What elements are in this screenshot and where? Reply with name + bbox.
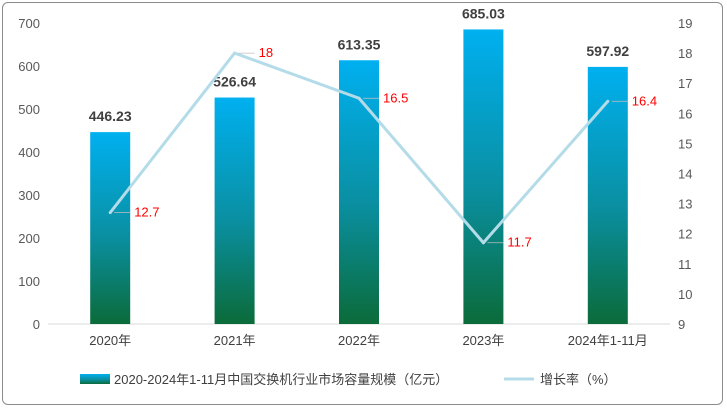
right-y-tick-label: 14 (678, 167, 692, 182)
bar (90, 132, 131, 324)
growth-line-series: 12.7 18 16.5 11.7 16.4 (108, 45, 657, 250)
legend-bar-label: 2020-2024年1-11月中国交换机行业市场容量规模（亿元） (114, 372, 448, 387)
bar-value-label: 613.35 (338, 36, 381, 52)
x-tick-label: 2020年 (89, 333, 131, 348)
line-value-label: 16.5 (383, 90, 408, 105)
bar-value-label: 446.23 (89, 108, 132, 124)
bar-series: 446.23 526.64 613.35 685.03 597.92 (48, 5, 670, 325)
x-tick-label: 2023年 (462, 333, 504, 348)
right-y-tick-label: 9 (678, 317, 685, 332)
x-tick-label: 2022年 (338, 333, 380, 348)
right-y-tick-label: 15 (678, 136, 692, 151)
right-y-tick-label: 19 (678, 16, 692, 31)
right-y-tick-label: 12 (678, 227, 692, 242)
right-y-tick-label: 10 (678, 287, 692, 302)
left-y-tick-label: 600 (18, 59, 40, 74)
line-point (606, 99, 610, 103)
left-y-tick-label: 100 (18, 274, 40, 289)
left-y-tick-label: 300 (18, 188, 40, 203)
line-value-label: 11.7 (507, 235, 531, 250)
line-point (357, 96, 361, 100)
legend-bar-swatch (80, 374, 110, 384)
bar-value-label: 526.64 (213, 74, 256, 90)
x-tick-label: 2024年1-11月 (568, 333, 648, 348)
right-y-tick-label: 18 (678, 46, 692, 61)
line-value-label: 12.7 (134, 205, 159, 220)
line-point (481, 241, 485, 245)
bar (339, 60, 379, 325)
left-y-tick-label: 700 (18, 16, 40, 31)
right-y-tick-label: 17 (678, 76, 692, 91)
bar (463, 29, 504, 324)
x-tick-label: 2021年 (214, 333, 256, 348)
line-value-label: 18 (259, 45, 273, 60)
bar-value-label: 597.92 (586, 43, 629, 59)
line-point (233, 51, 237, 55)
left-y-tick-label: 500 (18, 102, 40, 117)
right-y-tick-label: 16 (678, 106, 692, 121)
bar (587, 66, 628, 324)
bar (214, 97, 255, 324)
left-y-tick-label: 0 (33, 317, 40, 332)
bar-value-label: 685.03 (462, 5, 505, 21)
right-y-tick-label: 11 (678, 257, 692, 272)
left-y-tick-label: 200 (18, 231, 40, 246)
left-y-axis: 0 100 200 300 400 500 600 700 (18, 16, 40, 332)
x-axis-categories: 2020年 2021年 2022年 2023年 2024年1-11月 (89, 333, 648, 348)
line-point (108, 211, 112, 215)
legend-line-label: 增长率（%） (540, 372, 617, 387)
right-y-tick-label: 13 (678, 197, 692, 212)
left-y-tick-label: 400 (18, 145, 40, 160)
legend: 2020-2024年1-11月中国交换机行业市场容量规模（亿元） 增长率（%） (80, 372, 617, 387)
right-y-axis: 9 10 11 12 13 14 15 16 17 18 19 (678, 16, 692, 332)
line-value-label: 16.4 (632, 93, 657, 108)
